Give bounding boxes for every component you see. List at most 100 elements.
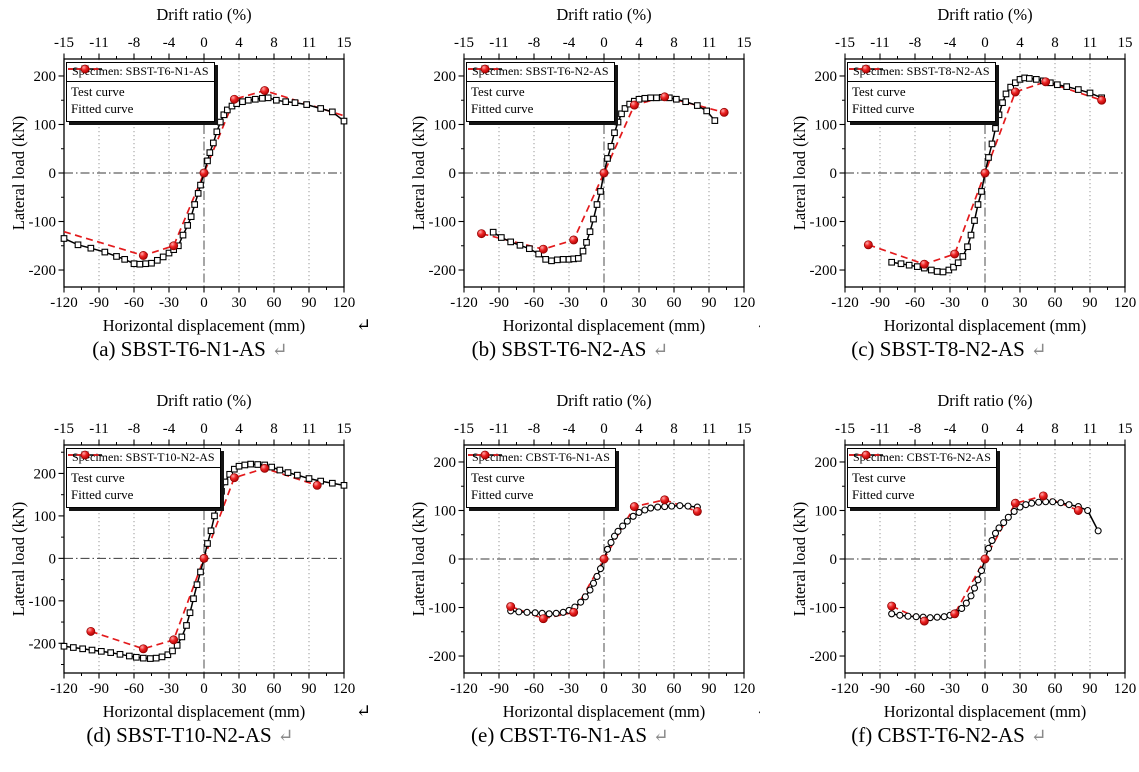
xlabel-return-mark: ↵ [756, 701, 760, 721]
test-marker-square [950, 263, 957, 271]
fitted-marker-ball [950, 609, 960, 619]
fitted-marker-ball [569, 607, 579, 617]
caption-text: (d) SBST-T10-N2-AS [86, 723, 272, 747]
top-tick-label: 8 [1051, 35, 1059, 51]
chart-svg-a: -120 -90 -60 -30 0 30 60 90 120 -15 -11 -8 -4 0 4 8 11 15… [9, 5, 371, 335]
test-marker-square [139, 654, 147, 662]
test-marker-circle [995, 524, 1003, 532]
test-marker-square [197, 568, 204, 576]
test-marker-square [999, 99, 1006, 107]
fitted-curve-symbol [68, 64, 102, 74]
x-axis-title: Horizontal displacement (mm) [103, 316, 306, 335]
y-tick-label: -100 [29, 594, 57, 610]
test-marker-square [241, 461, 249, 469]
test-marker-circle [1010, 507, 1018, 516]
top-tick-label: 0 [600, 35, 608, 51]
test-marker-square [618, 110, 625, 118]
top-tick-label: -4 [563, 35, 576, 51]
test-marker-square [169, 647, 176, 655]
top-tick-label: 11 [302, 421, 316, 437]
x-axis-title: Horizontal displacement (mm) [503, 316, 706, 335]
x-axis-title: Horizontal displacement (mm) [884, 702, 1087, 721]
chart-svg-f: -120 -90 -60 -30 0 30 60 90 120 -15 -11 -8 -4 0 4 8 11 15… [790, 391, 1136, 721]
test-marker-square [995, 111, 1003, 119]
test-marker-circle [958, 604, 966, 613]
legend-entry-fitted: Fitted curve [849, 64, 990, 118]
caption-return-mark: ↵ [1030, 340, 1047, 361]
test-marker-square [183, 622, 190, 629]
top-tick-label: -15 [454, 421, 474, 437]
x-tick-label: 30 [1013, 295, 1028, 311]
x-tick-label: -120 [50, 295, 78, 311]
test-marker-square [264, 94, 272, 102]
test-marker-square [653, 94, 660, 102]
test-marker-circle [668, 502, 676, 510]
y-tick-label: 0 [449, 552, 457, 568]
test-marker-square [107, 649, 115, 656]
chart-svg-d: -120 -90 -60 -30 0 30 60 90 120 -15 -11 -8 -4 0 4 8 11 15… [9, 391, 371, 721]
test-marker-square [317, 105, 325, 112]
caption-c: (c) SBST-T8-N2-AS ↵ [759, 337, 1139, 362]
legend-entry-test: Test curve [468, 65, 609, 101]
test-marker-square [254, 461, 262, 468]
test-marker-circle [940, 613, 948, 621]
x-tick-label: -120 [831, 295, 859, 311]
y-tick-label: -100 [429, 601, 457, 617]
y-axis-title: Lateral load (kN) [9, 502, 28, 617]
test-marker-square [939, 268, 947, 276]
top-tick-label: -8 [909, 421, 922, 437]
top-tick-label: -15 [454, 35, 474, 51]
top-axis-title: Drift ratio (%) [556, 5, 651, 24]
legend-specimen-title: Specimen: SBST-T10-N2-AS [67, 449, 220, 468]
top-tick-label: 8 [670, 35, 678, 51]
test-marker-square [204, 157, 211, 165]
test-marker-square [239, 98, 246, 106]
x-tick-label: 30 [632, 681, 647, 697]
y-tick-label: 100 [434, 117, 457, 133]
test-marker-square [184, 222, 192, 229]
test-marker-square [516, 241, 524, 249]
fitted-marker-ball [169, 241, 179, 251]
test-marker-circle [1035, 498, 1043, 506]
legend-test-label: Test curve [852, 470, 906, 485]
legend-a: Specimen: SBST-T6-N1-AS Test curve Fitted … [66, 62, 215, 122]
test-marker-square [165, 249, 173, 257]
x-tick-label: -90 [870, 295, 890, 311]
test-marker-circle [1084, 506, 1092, 515]
test-marker-square [641, 94, 649, 102]
test-marker-square [213, 128, 221, 136]
top-tick-label: -8 [528, 35, 541, 51]
y-tick-label: -200 [29, 263, 57, 279]
test-marker-square [60, 642, 68, 650]
legend-fitted-label: Fitted curve [471, 100, 534, 116]
x-tick-label: 0 [981, 295, 989, 311]
legend-specimen-title: Specimen: CBST-T6-N2-AS [848, 449, 996, 468]
y-tick-label: 100 [815, 503, 838, 519]
fitted-marker-ball [138, 644, 148, 654]
test-marker-circle [991, 529, 1000, 537]
test-marker-square [593, 201, 601, 208]
test-marker-circle [577, 598, 585, 606]
y-tick-label: 100 [34, 509, 57, 525]
test-marker-square [604, 155, 611, 162]
x-tick-label: -60 [124, 295, 144, 311]
x-tick-label: 0 [200, 295, 208, 311]
test-marker-square [621, 105, 629, 112]
fitted-marker-ball [660, 495, 670, 505]
x-tick-label: 90 [302, 681, 317, 697]
fitted-marker-ball [629, 502, 639, 512]
test-marker-square [586, 228, 594, 236]
test-marker-square [959, 253, 967, 260]
test-marker-square [489, 228, 497, 236]
fitted-marker-ball [599, 554, 609, 564]
test-marker-circle [974, 576, 982, 584]
x-tick-label: -60 [905, 681, 925, 697]
fitted-marker-ball [692, 507, 702, 516]
test-marker-circle [607, 538, 615, 547]
fitted-marker-ball [1073, 506, 1083, 515]
top-tick-label: -11 [89, 35, 108, 51]
test-marker-square [179, 231, 187, 239]
test-marker-circle [614, 527, 622, 535]
test-marker-square [223, 106, 231, 114]
test-marker-square [191, 201, 199, 208]
